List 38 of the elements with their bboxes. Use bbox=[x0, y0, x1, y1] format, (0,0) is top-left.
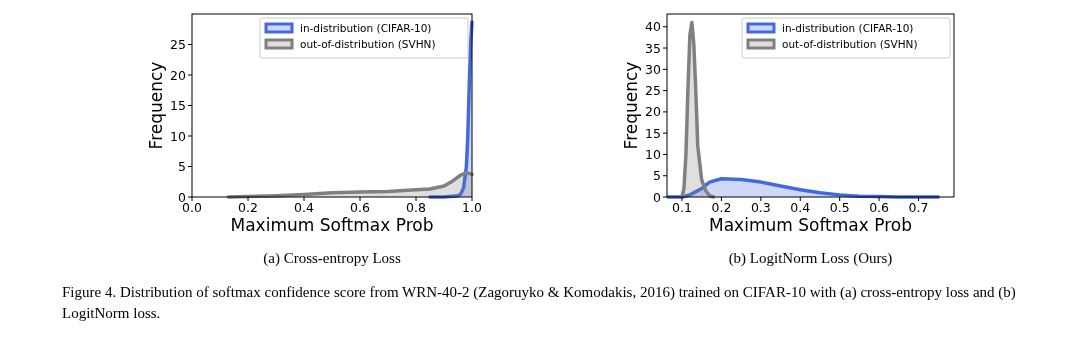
y-tick-label: 15 bbox=[170, 98, 186, 113]
x-axis-title: Maximum Softmax Prob bbox=[709, 215, 912, 235]
x-tick-label: 0.6 bbox=[350, 200, 370, 215]
x-tick-label: 0.6 bbox=[869, 200, 890, 215]
y-tick-label: 5 bbox=[653, 168, 661, 184]
y-tick-label: 20 bbox=[645, 104, 662, 120]
x-axis-title: Maximum Softmax Prob bbox=[230, 215, 434, 235]
y-tick-label: 30 bbox=[645, 61, 662, 77]
x-tick-label: 0.7 bbox=[908, 200, 929, 215]
x-tick-label: 0.1 bbox=[672, 200, 692, 215]
y-tick-label: 10 bbox=[170, 128, 187, 144]
x-tick-label: 1.0 bbox=[462, 200, 482, 215]
legend-label: out-of-distribution (SVHN) bbox=[300, 38, 436, 50]
x-tick-label: 0.0 bbox=[182, 200, 202, 215]
x-tick-label: 0.2 bbox=[238, 200, 258, 215]
y-axis-title: Frequency bbox=[621, 61, 641, 150]
legend-label: in-distribution (CIFAR-10) bbox=[782, 22, 914, 34]
y-tick-label: 20 bbox=[170, 67, 187, 83]
text: (b) LogitNorm Loss (Ours) bbox=[728, 250, 893, 267]
legend-label: in-distribution (CIFAR-10) bbox=[300, 22, 432, 34]
y-tick-label: 40 bbox=[645, 19, 662, 35]
text: (a) Cross-entropy Loss bbox=[263, 250, 401, 267]
caption: Figure 4. Distribution of softmax confidence score from WRN-40-2 (Zagoruyko & Komodakis, 2016) trained on CIFAR-10 with (a) cross-entropy loss and (b) LogitNorm loss. bbox=[62, 284, 1016, 321]
x-tick-label: 0.3 bbox=[750, 200, 771, 215]
x-tick-label: 0.2 bbox=[711, 200, 732, 215]
y-tick-label: 25 bbox=[170, 37, 186, 52]
y-tick-label: 35 bbox=[645, 40, 661, 56]
y-axis-title: Frequency bbox=[146, 61, 166, 150]
x-tick-label: 0.4 bbox=[294, 200, 314, 215]
y-tick-label: 5 bbox=[178, 159, 186, 174]
x-tick-label: 0.8 bbox=[406, 200, 426, 215]
y-tick-label: 15 bbox=[645, 125, 661, 141]
y-tick-label: 10 bbox=[645, 146, 662, 162]
x-tick-label: 0.4 bbox=[790, 200, 811, 215]
y-tick-label: 25 bbox=[645, 83, 661, 99]
legend-label: out-of-distribution (SVHN) bbox=[782, 38, 918, 50]
y-tick-label: 0 bbox=[653, 189, 662, 205]
x-tick-label: 0.5 bbox=[829, 200, 850, 215]
